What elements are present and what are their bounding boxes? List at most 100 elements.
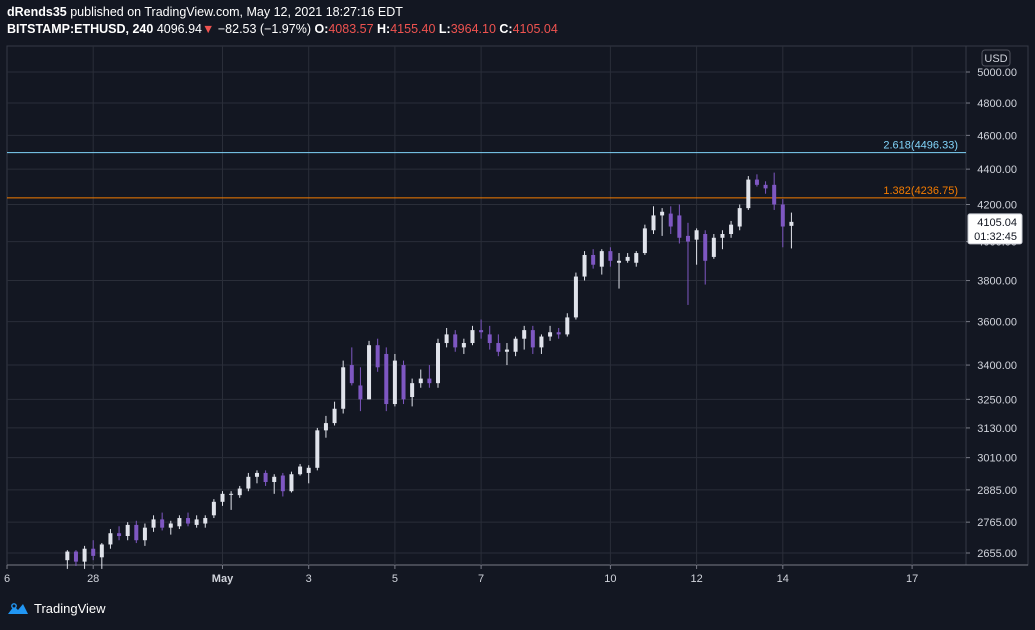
candle[interactable] bbox=[599, 249, 604, 275]
open-label: O: bbox=[314, 22, 329, 36]
candle[interactable] bbox=[315, 427, 320, 471]
candle[interactable] bbox=[375, 338, 380, 372]
candle[interactable] bbox=[453, 330, 458, 352]
candle[interactable] bbox=[772, 172, 777, 210]
candle[interactable] bbox=[99, 543, 104, 569]
candle[interactable] bbox=[668, 206, 673, 235]
candle[interactable] bbox=[73, 550, 78, 566]
candle[interactable] bbox=[625, 253, 630, 263]
candle[interactable] bbox=[263, 470, 268, 486]
candle[interactable] bbox=[410, 378, 415, 407]
candle[interactable] bbox=[436, 338, 440, 388]
candle[interactable] bbox=[694, 228, 699, 265]
y-tick-label: 5000.00 bbox=[977, 67, 1017, 79]
footer-brand[interactable]: TradingView bbox=[7, 601, 106, 616]
candle[interactable] bbox=[754, 174, 759, 187]
candle[interactable] bbox=[91, 540, 96, 561]
candle[interactable] bbox=[332, 401, 337, 426]
candle[interactable] bbox=[246, 472, 251, 492]
candle[interactable] bbox=[358, 367, 363, 412]
candle[interactable] bbox=[237, 485, 242, 498]
candle[interactable] bbox=[677, 204, 682, 244]
candle[interactable] bbox=[660, 208, 665, 236]
candle[interactable] bbox=[117, 526, 122, 541]
candle[interactable] bbox=[289, 471, 294, 493]
candle[interactable] bbox=[746, 176, 751, 210]
candle[interactable] bbox=[367, 340, 372, 400]
candle-body bbox=[134, 524, 139, 541]
candle[interactable] bbox=[582, 251, 587, 281]
candle[interactable] bbox=[151, 515, 156, 532]
candle[interactable] bbox=[608, 247, 613, 267]
candle[interactable] bbox=[479, 319, 484, 339]
candle[interactable] bbox=[513, 336, 518, 357]
candle[interactable] bbox=[220, 491, 225, 506]
y-tick-label: 3600.00 bbox=[977, 317, 1017, 329]
candle[interactable] bbox=[703, 230, 708, 285]
candle[interactable] bbox=[177, 515, 182, 530]
candle[interactable] bbox=[651, 206, 656, 235]
candle-body bbox=[651, 215, 656, 231]
candle[interactable] bbox=[168, 520, 173, 535]
currency-badge[interactable] bbox=[981, 49, 1011, 67]
candle[interactable] bbox=[642, 224, 647, 255]
candle[interactable] bbox=[194, 515, 199, 528]
candle[interactable] bbox=[254, 470, 259, 484]
candle[interactable] bbox=[530, 325, 535, 354]
candle-body bbox=[694, 230, 699, 240]
candle[interactable] bbox=[565, 313, 570, 337]
candle[interactable] bbox=[427, 365, 432, 388]
candle[interactable] bbox=[160, 512, 165, 531]
candle[interactable] bbox=[737, 204, 742, 231]
candle-body bbox=[211, 501, 216, 516]
symbol-label[interactable]: BITSTAMP:ETHUSD, 240 bbox=[7, 22, 154, 36]
candle[interactable] bbox=[522, 325, 527, 350]
candle[interactable] bbox=[487, 325, 492, 350]
candle-body bbox=[677, 215, 682, 238]
candle[interactable] bbox=[211, 499, 216, 519]
candle[interactable] bbox=[306, 465, 311, 484]
candle[interactable] bbox=[341, 360, 346, 414]
candle[interactable] bbox=[186, 512, 191, 527]
candle[interactable] bbox=[108, 529, 113, 549]
candle[interactable] bbox=[134, 520, 139, 544]
candle[interactable] bbox=[229, 491, 234, 510]
candle[interactable] bbox=[556, 327, 561, 339]
candle[interactable] bbox=[280, 472, 285, 497]
candle[interactable] bbox=[711, 234, 716, 259]
candle[interactable] bbox=[272, 474, 277, 494]
candle-body bbox=[453, 334, 458, 348]
candle[interactable] bbox=[82, 545, 87, 569]
candle[interactable] bbox=[444, 327, 449, 348]
candle[interactable] bbox=[401, 360, 406, 405]
candle[interactable] bbox=[763, 181, 768, 194]
candle[interactable] bbox=[634, 251, 639, 267]
candle[interactable] bbox=[685, 222, 690, 305]
candle[interactable] bbox=[125, 522, 130, 541]
candle[interactable] bbox=[142, 523, 147, 546]
candle[interactable] bbox=[496, 334, 501, 357]
candle[interactable] bbox=[384, 347, 389, 412]
candle[interactable] bbox=[298, 463, 303, 476]
candle[interactable] bbox=[780, 199, 785, 248]
candle[interactable] bbox=[573, 272, 578, 320]
candle[interactable] bbox=[548, 325, 553, 341]
candle[interactable] bbox=[470, 325, 475, 346]
candle[interactable] bbox=[729, 220, 734, 238]
candle[interactable] bbox=[461, 338, 466, 354]
candle[interactable] bbox=[617, 253, 622, 289]
author-name[interactable]: dRends35 bbox=[7, 5, 67, 19]
candle[interactable] bbox=[349, 347, 354, 386]
candle[interactable] bbox=[392, 353, 397, 407]
candle[interactable] bbox=[789, 212, 794, 249]
last-price-tag[interactable] bbox=[967, 213, 1023, 245]
candle[interactable] bbox=[65, 550, 70, 569]
candle[interactable] bbox=[720, 230, 725, 250]
candle[interactable] bbox=[203, 515, 208, 528]
candle[interactable] bbox=[323, 415, 328, 438]
candle[interactable] bbox=[418, 369, 423, 388]
candle[interactable] bbox=[539, 334, 544, 354]
candle[interactable] bbox=[591, 249, 596, 269]
candle[interactable] bbox=[504, 343, 509, 366]
